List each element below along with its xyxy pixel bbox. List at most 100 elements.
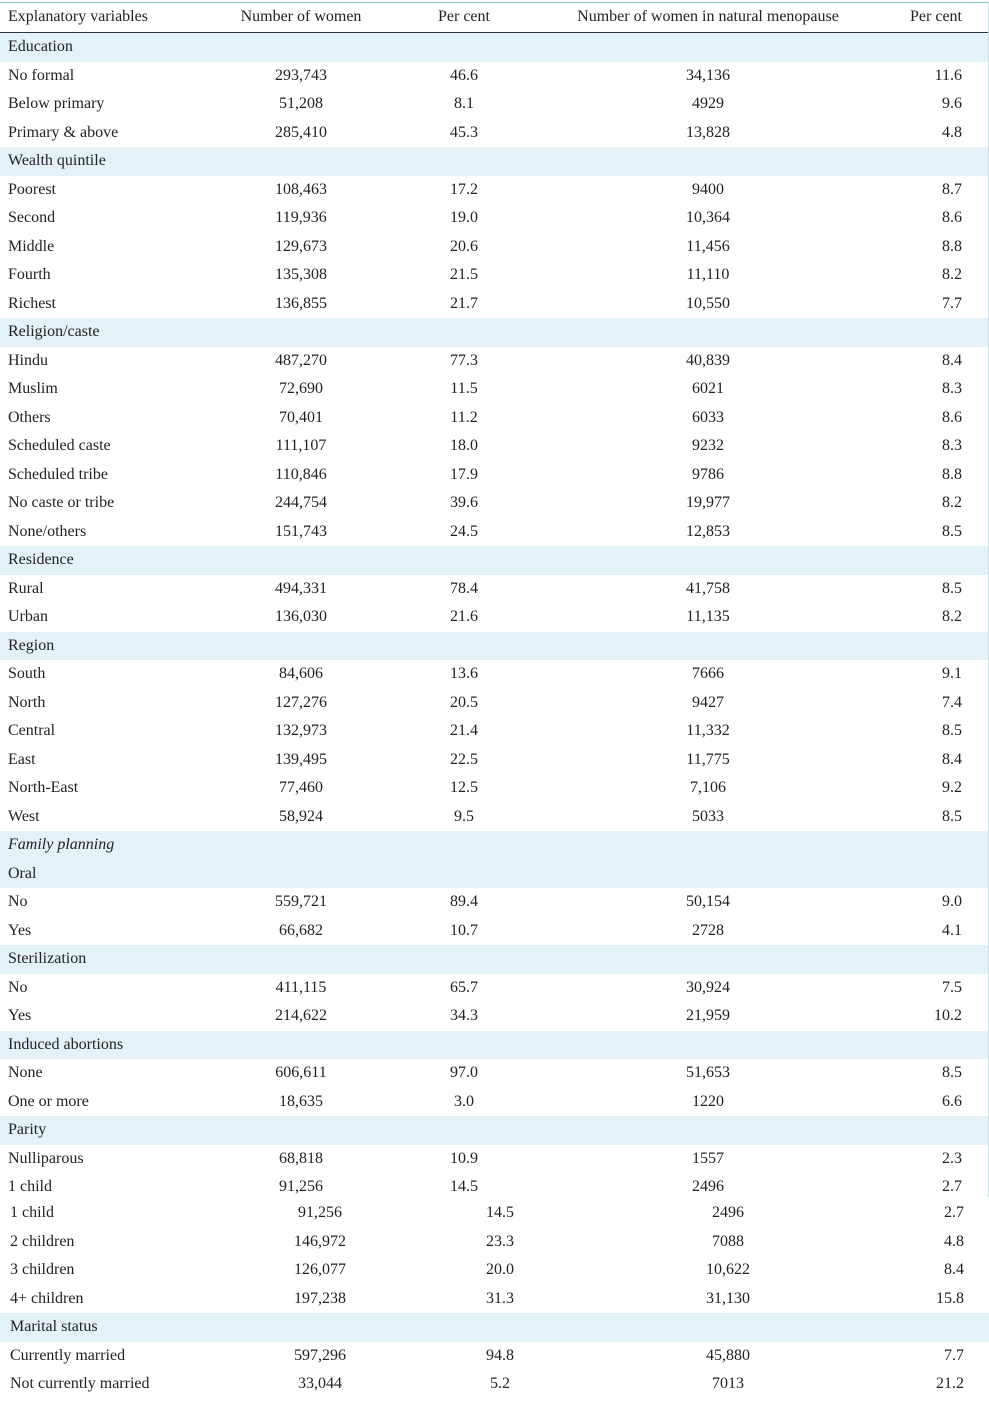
women-percent-cell: 34.3 [450, 1007, 478, 1024]
women-count-cell: 136,855 [275, 294, 327, 312]
menopause-count-cell: 7666 [692, 665, 724, 682]
menopause-count-cell: 21,959 [686, 1007, 730, 1024]
menopause-percent-cell: 21.2 [936, 1375, 964, 1392]
menopause-count-cell: 9232 [692, 437, 724, 454]
menopause-count-cell: 10,364 [686, 209, 730, 226]
section-row-education: Education [0, 33, 989, 62]
women-count-cell: 487,270 [275, 351, 327, 369]
menopause-count-cell: 5033 [692, 807, 724, 825]
table-row: Poorest 108,463 17.2 9400 8.7 [0, 176, 989, 205]
women-count-cell: 293,743 [275, 66, 327, 84]
table-row: Central 132,973 21.4 11,332 8.5 [0, 717, 989, 746]
section-label: Sterilization [8, 950, 87, 967]
row-label: No caste or tribe [8, 494, 115, 511]
row-label: Muslim [8, 380, 58, 397]
women-percent-cell: 31.3 [486, 1289, 514, 1307]
women-count-cell: 51,208 [279, 95, 323, 112]
menopause-count-cell: 45,880 [706, 1346, 750, 1364]
menopause-percent-cell: 8.6 [942, 209, 962, 226]
section-label: Oral [8, 864, 37, 882]
table-row: Scheduled tribe 110,846 17.9 9786 8.8 [0, 461, 989, 490]
table-row: West 58,924 9.5 5033 8.5 [0, 803, 989, 832]
row-label: East [8, 750, 36, 768]
table-row: Yes 66,682 10.7 2728 4.1 [0, 917, 989, 946]
row-label: No [8, 893, 28, 910]
menopause-percent-cell: 2.3 [942, 1149, 962, 1167]
menopause-percent-cell: 8.8 [942, 237, 962, 255]
women-percent-cell: 20.6 [450, 237, 478, 255]
row-label: 2 children [10, 1232, 75, 1250]
row-label: Yes [8, 1007, 32, 1024]
row-label: Rural [8, 579, 44, 597]
women-percent-cell: 24.5 [450, 522, 478, 540]
women-percent-cell: 45.3 [450, 123, 478, 141]
women-count-cell: 606,611 [275, 1064, 327, 1081]
table-row: No 411,115 65.7 30,924 7.5 [0, 974, 989, 1003]
row-label: Below primary [8, 95, 105, 112]
section-row-region: Region [0, 631, 989, 660]
menopause-count-cell: 40,839 [686, 351, 730, 369]
row-label: North-East [8, 779, 79, 796]
women-percent-cell: 78.4 [450, 579, 478, 597]
women-count-cell: 285,410 [275, 123, 327, 141]
women-percent-cell: 12.5 [450, 779, 478, 796]
section-label: Wealth quintile [8, 152, 106, 169]
menopause-count-cell: 2496 [692, 1178, 724, 1195]
women-count-cell: 597,296 [294, 1346, 346, 1364]
menopause-percent-cell: 8.2 [942, 494, 962, 511]
women-percent-cell: 13.6 [450, 665, 478, 682]
menopause-count-cell: 11,110 [686, 266, 730, 283]
section-label: Family planning [8, 836, 115, 853]
row-label: Scheduled tribe [8, 465, 108, 483]
menopause-count-cell: 1557 [692, 1149, 724, 1167]
table-row: 2 children 146,972 23.3 7088 4.8 [0, 1228, 989, 1257]
header-number-of-women: Number of women [240, 8, 362, 25]
women-percent-cell: 20.0 [486, 1261, 514, 1278]
section-row-sterilization: Sterilization [0, 945, 989, 974]
menopause-count-cell: 9427 [692, 693, 724, 711]
table-row: Hindu 487,270 77.3 40,839 8.4 [0, 347, 989, 376]
women-percent-cell: 39.6 [450, 494, 478, 511]
table-row: Fourth 135,308 21.5 11,110 8.2 [0, 261, 989, 290]
row-label: Currently married [10, 1346, 126, 1364]
table-row: Not currently married 33,044 5.2 7013 21.2 [0, 1370, 989, 1399]
women-count-cell: 135,308 [275, 266, 327, 283]
table-row: Richest 136,855 21.7 10,550 7.7 [0, 290, 989, 319]
section-row-family-planning: Family planning [0, 831, 989, 860]
women-percent-cell: 11.5 [450, 380, 478, 397]
women-percent-cell: 11.2 [450, 408, 478, 426]
menopause-count-cell: 7088 [712, 1232, 744, 1250]
row-label: Middle [8, 237, 55, 255]
women-count-cell: 68,818 [279, 1149, 323, 1167]
row-label: North [8, 693, 46, 711]
menopause-count-cell: 11,456 [686, 237, 730, 255]
menopause-percent-cell: 10.2 [934, 1007, 962, 1024]
menopause-count-cell: 2496 [712, 1204, 744, 1221]
menopause-count-cell: 34,136 [686, 66, 730, 84]
row-label: Not currently married [10, 1375, 150, 1392]
header-menopause-count: Number of women in natural menopause [577, 8, 839, 25]
table-row: 1 child 91,256 14.5 2496 2.7 [0, 1199, 989, 1228]
women-percent-cell: 22.5 [450, 750, 478, 768]
section-row-marital-status: Marital status [0, 1313, 989, 1342]
menopause-percent-cell: 8.4 [942, 351, 962, 369]
women-count-cell: 18,635 [279, 1092, 323, 1110]
row-label: None/others [8, 522, 87, 540]
menopause-count-cell: 6021 [692, 380, 724, 397]
women-percent-cell: 21.7 [450, 294, 478, 312]
women-percent-cell: 5.2 [490, 1375, 510, 1392]
women-percent-cell: 46.6 [450, 66, 478, 84]
women-percent-cell: 3.0 [454, 1092, 474, 1110]
table-row: Nulliparous 68,818 10.9 1557 2.3 [0, 1145, 989, 1174]
menopause-percent-cell: 8.5 [942, 1064, 962, 1081]
menopause-percent-cell: 2.7 [944, 1204, 964, 1221]
women-count-cell: 108,463 [275, 180, 327, 198]
row-label: Hindu [8, 351, 48, 369]
header-menopause-per-cent: Per cent [910, 8, 962, 25]
table-row: 1 child 91,256 14.5 2496 2.7 [0, 1173, 989, 1202]
women-count-cell: 72,690 [279, 380, 323, 397]
menopause-percent-cell: 8.4 [944, 1261, 964, 1278]
section-label: Marital status [10, 1318, 98, 1335]
row-label: Poorest [8, 180, 56, 198]
table-row: None/others 151,743 24.5 12,853 8.5 [0, 518, 989, 547]
